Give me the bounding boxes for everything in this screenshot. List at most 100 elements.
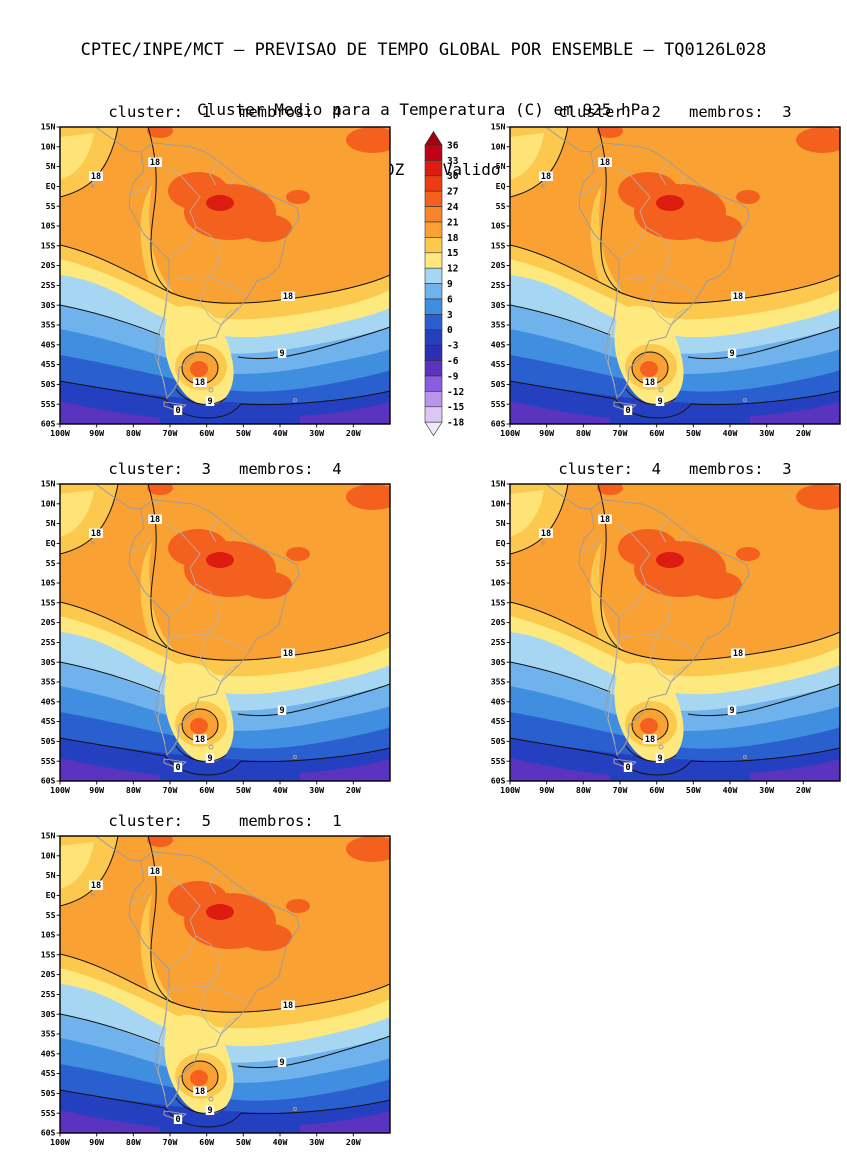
panel-title: cluster: 5 membros: 1 <box>108 812 342 830</box>
cluster-panel-3: cluster: 3 membros: 4 15N 10N 5N EQ 5S 10S 15S… <box>24 460 396 806</box>
map-frame <box>59 835 391 1134</box>
svg-text:100W: 100W <box>500 785 520 795</box>
lat-axis: 15N 10N 5N EQ 5S 10S 15S 20S 25S 30S 35S 40S 45S 50S 5… <box>491 479 510 786</box>
svg-text:9: 9 <box>657 754 662 764</box>
svg-text:40W: 40W <box>273 1137 288 1147</box>
contour-label: 9 <box>655 396 665 407</box>
panel-title: cluster: 2 membros: 3 <box>558 103 792 121</box>
svg-text:10N: 10N <box>41 850 56 860</box>
svg-text:70W: 70W <box>163 785 178 795</box>
contour-label: 18 <box>539 528 553 539</box>
svg-text:60S: 60S <box>41 1128 56 1138</box>
svg-text:9: 9 <box>279 349 284 359</box>
header-product-title: CPTEC/INPE/MCT — PREVISAO DE TEMPO GLOBA… <box>80 40 767 60</box>
svg-text:5S: 5S <box>496 558 506 568</box>
svg-text:45S: 45S <box>491 716 506 726</box>
svg-text:35S: 35S <box>41 1029 56 1039</box>
map-frame <box>59 126 391 425</box>
svg-text:40W: 40W <box>723 428 738 438</box>
svg-text:20S: 20S <box>41 617 56 627</box>
svg-text:9: 9 <box>207 397 212 407</box>
svg-text:20S: 20S <box>491 260 506 270</box>
svg-text:70W: 70W <box>613 428 628 438</box>
svg-text:40W: 40W <box>273 428 288 438</box>
svg-text:50S: 50S <box>41 736 56 746</box>
lat-axis: 15N 10N 5N EQ 5S 10S 15S 20S 25S 30S 35S 40S 45S 50S 5… <box>491 122 510 429</box>
cluster-panel-1: cluster: 1 membros: 4 15N 10N 5N EQ 5S 10S 15S… <box>24 103 396 449</box>
coastline <box>91 484 300 769</box>
svg-text:60W: 60W <box>649 785 664 795</box>
colorbar-arrow-top <box>424 130 443 146</box>
contour-label: 18 <box>193 734 207 745</box>
svg-text:40S: 40S <box>41 696 56 706</box>
svg-text:18: 18 <box>733 292 743 302</box>
svg-text:15N: 15N <box>491 480 506 489</box>
svg-text:40S: 40S <box>41 339 56 349</box>
svg-text:18: 18 <box>600 515 610 525</box>
svg-text:90W: 90W <box>89 1137 104 1147</box>
colorbar-cell <box>424 144 443 161</box>
svg-text:55S: 55S <box>41 756 56 766</box>
svg-text:10S: 10S <box>41 930 56 940</box>
svg-text:5N: 5N <box>46 161 56 171</box>
lon-axis: 100W 90W 80W 70W 60W 50W 40W 30W 20W <box>50 424 361 438</box>
contour-label: 18 <box>281 1000 295 1011</box>
svg-text:15S: 15S <box>41 240 56 250</box>
svg-text:10S: 10S <box>491 221 506 231</box>
contour-label: 18 <box>281 648 295 659</box>
svg-text:50W: 50W <box>236 1137 251 1147</box>
svg-text:70W: 70W <box>613 785 628 795</box>
colorbar-tick-label: 6 <box>447 294 453 305</box>
svg-text:100W: 100W <box>50 1137 70 1147</box>
contour-label: 9 <box>655 753 665 764</box>
svg-text:20S: 20S <box>41 969 56 979</box>
country-borders <box>579 517 697 745</box>
contour-label: 18 <box>148 866 162 877</box>
svg-text:50S: 50S <box>491 736 506 746</box>
contour-label: 9 <box>277 348 287 359</box>
cluster-panel-4: cluster: 4 membros: 3 15N 10N 5N EQ 5S 10S 15S… <box>474 460 846 806</box>
svg-text:9: 9 <box>729 349 734 359</box>
svg-text:50S: 50S <box>491 379 506 389</box>
svg-text:55S: 55S <box>41 1108 56 1118</box>
svg-text:35S: 35S <box>41 320 56 330</box>
contour-label: 0 <box>623 762 633 773</box>
svg-text:60S: 60S <box>41 419 56 429</box>
colorbar-tick-label: 12 <box>447 264 458 275</box>
svg-text:80W: 80W <box>126 1137 141 1147</box>
map-frame <box>509 483 841 782</box>
svg-text:0: 0 <box>625 763 630 773</box>
country-borders <box>129 869 247 1097</box>
svg-text:5S: 5S <box>46 558 56 568</box>
svg-text:EQ: EQ <box>496 181 506 191</box>
colorbar-cell <box>424 160 443 177</box>
temperature-map: 15N 10N 5N EQ 5S 10S 15S 20S 25S 30S 35S 40S 45S 50S 5… <box>491 479 841 795</box>
svg-text:30W: 30W <box>759 785 774 795</box>
contour-label: 18 <box>598 514 612 525</box>
svg-text:60S: 60S <box>41 776 56 786</box>
svg-text:EQ: EQ <box>496 538 506 548</box>
colorbar-tick-label: 36 <box>447 140 459 151</box>
colorbar-cell <box>424 206 443 223</box>
colorbar-tick-label: -9 <box>447 371 459 382</box>
svg-text:35S: 35S <box>491 320 506 330</box>
svg-text:50W: 50W <box>236 428 251 438</box>
svg-text:60S: 60S <box>491 419 506 429</box>
svg-text:0: 0 <box>625 406 630 416</box>
svg-text:70W: 70W <box>163 1137 178 1147</box>
svg-text:15N: 15N <box>41 480 56 489</box>
svg-text:15S: 15S <box>41 949 56 959</box>
colorbar-cell <box>424 406 443 423</box>
svg-text:90W: 90W <box>89 785 104 795</box>
svg-text:18: 18 <box>283 649 293 659</box>
contour-label: 0 <box>173 405 183 416</box>
svg-text:18: 18 <box>195 378 205 388</box>
svg-text:40S: 40S <box>491 339 506 349</box>
svg-text:18: 18 <box>645 735 655 745</box>
contour-label: 18 <box>539 171 553 182</box>
colorbar-tick-label: -6 <box>447 356 459 367</box>
svg-text:9: 9 <box>279 1058 284 1068</box>
